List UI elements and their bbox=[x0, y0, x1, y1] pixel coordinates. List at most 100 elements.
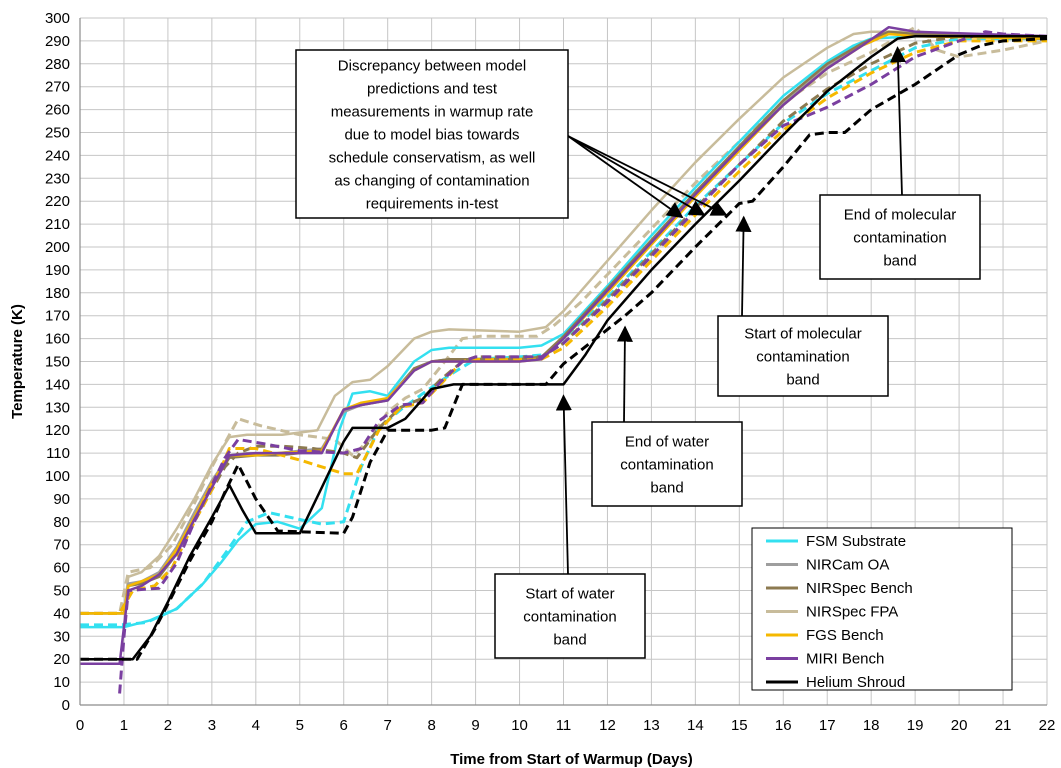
x-tick-label: 16 bbox=[775, 717, 792, 734]
series-lines bbox=[80, 25, 1048, 694]
annotation-box bbox=[295, 49, 569, 219]
annotation-arrow bbox=[735, 215, 752, 317]
annotation-text: band bbox=[786, 372, 819, 389]
series-line-helium-shroud-model bbox=[80, 37, 1048, 661]
annotation-text: predictions and test bbox=[367, 81, 498, 98]
x-tick-label: 14 bbox=[687, 717, 704, 734]
legend-label: NIRCam OA bbox=[806, 557, 889, 574]
annotation-text: schedule conservatism, as well bbox=[329, 150, 536, 167]
annotation-arrow bbox=[567, 135, 728, 216]
y-tick-label: 260 bbox=[45, 102, 70, 119]
x-tick-label: 18 bbox=[863, 717, 880, 734]
annotation-text: contamination bbox=[853, 230, 946, 247]
x-tick-label: 21 bbox=[995, 717, 1012, 734]
y-tick-label: 290 bbox=[45, 33, 70, 50]
x-tick-label: 22 bbox=[1039, 717, 1056, 734]
y-tick-label: 30 bbox=[53, 628, 70, 645]
y-tick-label: 0 bbox=[62, 697, 70, 714]
x-tick-label: 2 bbox=[164, 717, 172, 734]
y-tick-label: 40 bbox=[53, 605, 70, 622]
annotation-text: contamination bbox=[620, 457, 713, 474]
y-tick-label: 90 bbox=[53, 491, 70, 508]
annotation-text: Start of water bbox=[525, 586, 614, 603]
annotation-arrow bbox=[567, 135, 706, 216]
y-tick-label: 250 bbox=[45, 125, 70, 142]
annotation-box bbox=[494, 573, 646, 659]
annotation-text: requirements in-test bbox=[366, 196, 499, 213]
x-tick-label: 0 bbox=[76, 717, 84, 734]
y-tick-label: 20 bbox=[53, 651, 70, 668]
series-line-miri-bench-test bbox=[80, 25, 1048, 666]
annotation-text: Start of molecular bbox=[744, 326, 862, 343]
series-line-fsm-substrate-test bbox=[80, 35, 1047, 629]
annotation-text: End of molecular bbox=[844, 207, 957, 224]
y-tick-label: 70 bbox=[53, 537, 70, 554]
y-tick-label: 180 bbox=[45, 285, 70, 302]
annotation-text: as changing of contamination bbox=[334, 173, 529, 190]
annotation-text: band bbox=[883, 253, 916, 270]
legend-label: NIRSpec FPA bbox=[806, 604, 898, 621]
legend-label: MIRI Bench bbox=[806, 651, 884, 668]
annotation-arrow bbox=[889, 46, 907, 196]
y-tick-label: 120 bbox=[45, 422, 70, 439]
y-tick-label: 280 bbox=[45, 56, 70, 73]
legend-label: NIRSpec Bench bbox=[806, 580, 913, 597]
x-tick-label: 4 bbox=[252, 717, 260, 734]
x-tick-label: 1 bbox=[120, 717, 128, 734]
annotation-text: band bbox=[650, 480, 683, 497]
y-tick-label: 150 bbox=[45, 354, 70, 371]
y-tick-label: 140 bbox=[45, 376, 70, 393]
y-tick-label: 60 bbox=[53, 560, 70, 577]
x-tick-label: 17 bbox=[819, 717, 836, 734]
annotation-box bbox=[819, 194, 981, 280]
annotation-text: End of water bbox=[625, 434, 709, 451]
y-tick-label: 10 bbox=[53, 674, 70, 691]
annotation-end-molecular: End of molecular contamination band bbox=[819, 46, 981, 280]
y-tick-label: 190 bbox=[45, 262, 70, 279]
axes: 0102030405060708090100110120130140150160… bbox=[45, 10, 1055, 734]
annotation-discrepancy: Discrepancy between model predictions and… bbox=[295, 49, 728, 219]
y-tick-label: 50 bbox=[53, 583, 70, 600]
series-line-nirspec-fpa-test bbox=[80, 30, 1048, 615]
annotation-end-water: End of water contamination band bbox=[591, 325, 743, 507]
annotation-box bbox=[717, 315, 889, 397]
y-tick-label: 110 bbox=[46, 445, 70, 462]
annotation-text: contamination bbox=[756, 349, 849, 366]
annotation-start-molecular: Start of molecular contamination band bbox=[717, 215, 889, 397]
legend-box bbox=[751, 527, 1013, 691]
x-tick-label: 10 bbox=[511, 717, 528, 734]
legend-label: FSM Substrate bbox=[806, 533, 906, 550]
annotation-text: due to model bias towards bbox=[344, 127, 519, 144]
annotation-arrow bbox=[616, 325, 633, 423]
x-tick-label: 5 bbox=[296, 717, 304, 734]
legend: FSM Substrate NIRCam OA NIRSpec Bench NIRSp… bbox=[751, 527, 1013, 691]
annotation-text: contamination bbox=[523, 609, 616, 626]
y-tick-label: 80 bbox=[53, 514, 70, 531]
annotation-arrow bbox=[567, 135, 684, 219]
annotation-text: band bbox=[553, 632, 586, 649]
legend-label: FGS Bench bbox=[806, 627, 884, 644]
y-tick-label: 130 bbox=[45, 399, 70, 416]
legend-label: Helium Shroud bbox=[806, 674, 905, 691]
x-tick-label: 8 bbox=[427, 717, 435, 734]
y-tick-label: 220 bbox=[45, 193, 70, 210]
y-tick-label: 200 bbox=[45, 239, 70, 256]
annotation-start-water: Start of water contamination band bbox=[494, 394, 646, 659]
x-tick-label: 15 bbox=[731, 717, 748, 734]
annotations: Discrepancy between model predictions and… bbox=[295, 46, 981, 659]
x-tick-label: 9 bbox=[471, 717, 479, 734]
annotation-text: Discrepancy between model bbox=[338, 58, 526, 75]
y-tick-label: 210 bbox=[45, 216, 70, 233]
y-tick-label: 100 bbox=[45, 468, 70, 485]
x-tick-label: 12 bbox=[599, 717, 616, 734]
y-axis-title: Temperature (K) bbox=[9, 304, 26, 419]
x-axis-title: Time from Start of Warmup (Days) bbox=[450, 751, 693, 768]
x-tick-label: 6 bbox=[340, 717, 348, 734]
x-tick-label: 7 bbox=[384, 717, 392, 734]
x-tick-label: 19 bbox=[907, 717, 924, 734]
series-line-miri-bench-model bbox=[118, 30, 1048, 694]
x-tick-label: 13 bbox=[643, 717, 660, 734]
y-tick-label: 160 bbox=[45, 331, 70, 348]
y-tick-label: 300 bbox=[45, 10, 70, 27]
